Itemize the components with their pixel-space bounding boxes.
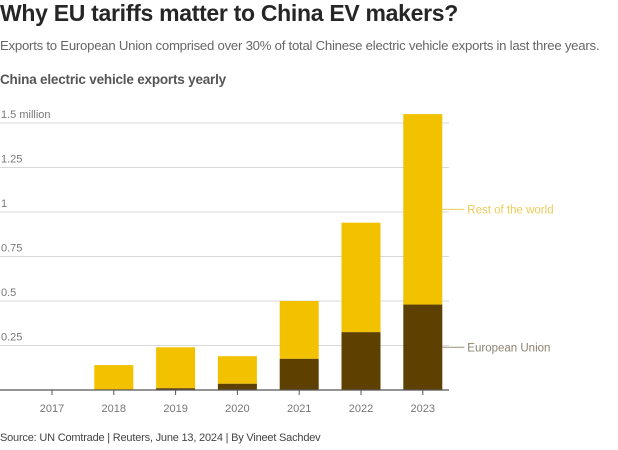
- bar-european-union-2022: [341, 332, 381, 390]
- bar-european-union-2021: [279, 358, 319, 390]
- bar-rest-of-world-2022: [341, 222, 381, 333]
- x-tick-label: 2018: [102, 403, 126, 415]
- bar-european-union-2023: [403, 304, 443, 390]
- bar-european-union-2020: [217, 383, 257, 390]
- bar-european-union-2019: [156, 388, 196, 390]
- bar-rest-of-world-2023: [403, 114, 443, 305]
- y-tick-label: 1: [1, 198, 7, 210]
- legend: Rest of the world European Union: [442, 204, 554, 354]
- x-tick-label: 2020: [225, 403, 249, 415]
- gridlines: [0, 122, 449, 346]
- x-axis: 2017 2018 2019 2020 2021 2022 2023: [0, 389, 449, 415]
- bar-rest-of-world-2020: [217, 356, 257, 384]
- x-tick-label: 2019: [163, 403, 187, 415]
- source-note: Source: UN Comtrade | Reuters, June 13, …: [0, 432, 321, 444]
- bar-rest-of-world-2021: [279, 301, 319, 359]
- y-axis-labels: 0.25 0.5 0.75 1 1.25 1.5 million: [1, 109, 51, 344]
- y-tick-label: 0.25: [1, 332, 22, 344]
- x-tick-label: 2017: [40, 403, 64, 415]
- chart-title: China electric vehicle exports yearly: [0, 72, 226, 87]
- y-tick-label: 1.5 million: [1, 109, 51, 121]
- legend-label-rest-of-world: Rest of the world: [467, 204, 553, 216]
- y-tick-label: 1.25: [1, 154, 22, 166]
- bar-rest-of-world-2018: [94, 365, 134, 390]
- page-title: Why EU tariffs matter to China EV makers…: [0, 0, 459, 26]
- x-tick-label: 2022: [349, 403, 373, 415]
- y-tick-label: 0.75: [1, 243, 22, 255]
- x-tick-label: 2021: [287, 403, 311, 415]
- legend-label-european-union: European Union: [467, 342, 550, 354]
- bars: [94, 114, 443, 390]
- bar-rest-of-world-2019: [156, 347, 196, 389]
- page-subtitle: Exports to European Union comprised over…: [0, 38, 600, 53]
- y-tick-label: 0.5: [1, 287, 16, 299]
- x-tick-label: 2023: [411, 403, 435, 415]
